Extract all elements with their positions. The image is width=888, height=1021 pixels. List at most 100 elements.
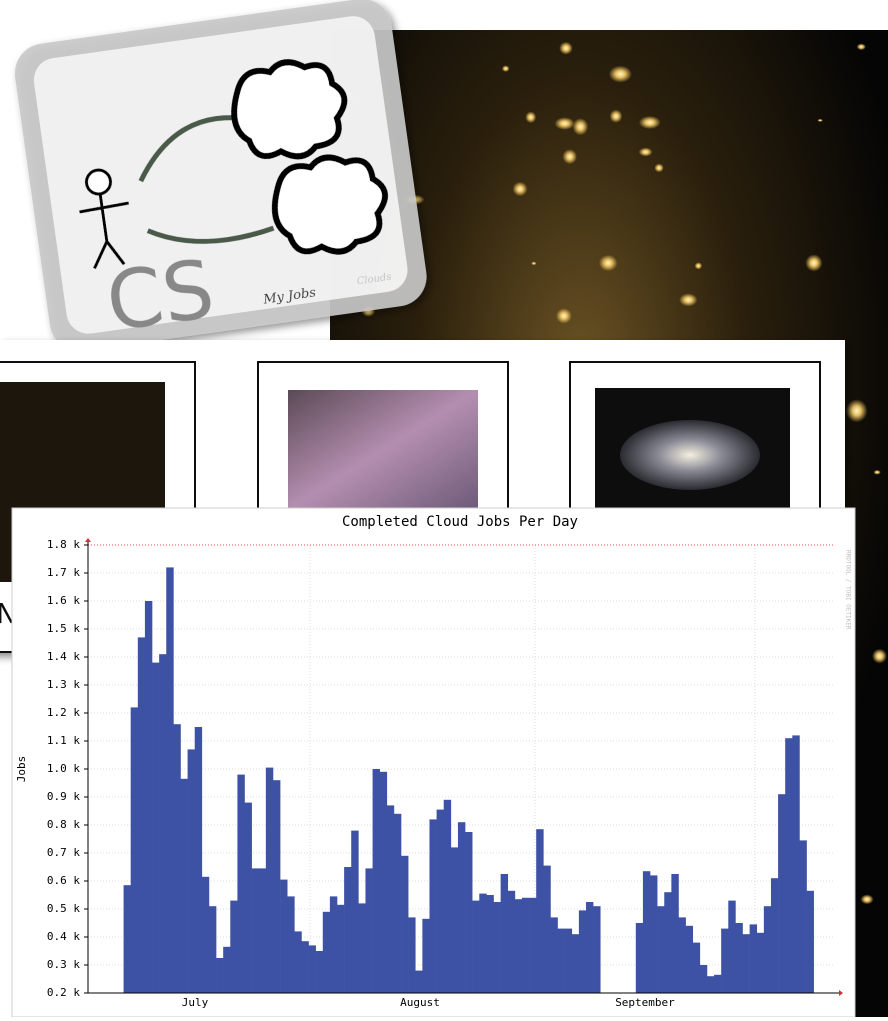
bar [272, 780, 281, 993]
bar [550, 917, 558, 993]
bar [500, 874, 509, 993]
bar [749, 924, 758, 993]
bar [401, 855, 409, 993]
bar [486, 895, 494, 993]
star [694, 262, 703, 270]
bar [706, 976, 715, 993]
bar [657, 906, 665, 993]
bar [251, 868, 260, 993]
arrow [146, 225, 275, 244]
axis-arrow [85, 538, 91, 542]
bar [123, 885, 131, 993]
y-tick-label: 1.8 k [47, 538, 80, 551]
y-tick-label: 1.3 k [47, 678, 80, 691]
star [805, 254, 823, 272]
star [856, 43, 866, 51]
arrow [138, 115, 233, 183]
cloud [231, 59, 348, 160]
watermark: RRDTOOL / TOBI OETIKER [845, 550, 852, 630]
bar [194, 727, 203, 993]
x-tick-label: July [182, 996, 209, 1009]
logo: CS My Jobs Clouds [14, 0, 427, 352]
bar [372, 769, 380, 993]
star [872, 648, 887, 664]
star [531, 261, 537, 266]
y-tick-label: 1.2 k [47, 706, 80, 719]
stick-head [84, 168, 112, 196]
bar [216, 958, 224, 993]
y-tick-label: 1.6 k [47, 594, 80, 607]
star [572, 118, 589, 136]
bar [294, 931, 302, 993]
bar [692, 942, 701, 993]
bar [578, 910, 587, 993]
y-tick-label: 1.0 k [47, 762, 80, 775]
bar [472, 900, 480, 993]
chart-title: Completed Cloud Jobs Per Day [342, 514, 578, 530]
bar [778, 794, 786, 993]
logo-caption: My Jobs [262, 285, 318, 307]
bar [379, 771, 388, 993]
bar [671, 874, 679, 993]
bar [329, 896, 338, 993]
star [608, 65, 632, 83]
bar [543, 865, 551, 993]
y-tick-label: 1.4 k [47, 650, 80, 663]
bar [386, 805, 395, 993]
star [525, 111, 537, 124]
bar [408, 917, 416, 993]
bar [258, 868, 267, 993]
logo-faint-caption: Clouds [356, 272, 392, 288]
bar [443, 799, 452, 993]
bar [493, 902, 501, 993]
y-tick-label: 1.5 k [47, 622, 80, 635]
bar [635, 923, 644, 993]
y-tick-label: 1.7 k [47, 566, 80, 579]
star [598, 254, 618, 272]
thumb-spiral-core [620, 420, 760, 490]
star [679, 293, 698, 307]
bar [315, 951, 324, 993]
bar [521, 897, 530, 993]
bar [137, 637, 146, 993]
bar [664, 892, 672, 993]
bar [237, 774, 245, 993]
bar [529, 897, 537, 993]
bar [322, 911, 331, 993]
bar [799, 840, 807, 993]
star [501, 65, 510, 72]
y-tick-label: 0.4 k [47, 930, 80, 943]
bar [763, 906, 772, 993]
cloud [271, 154, 388, 255]
bar [564, 928, 573, 993]
bar [714, 974, 722, 993]
bar [166, 567, 174, 993]
chart: Completed Cloud Jobs Per Day Jobs RRDTOO… [11, 507, 856, 1018]
bar [144, 601, 153, 993]
stick-body [79, 193, 129, 270]
bar [301, 941, 309, 993]
bar [244, 802, 252, 993]
bar [130, 707, 139, 993]
x-tick-label: August [400, 996, 440, 1009]
bar [223, 946, 231, 993]
bar [450, 847, 459, 993]
bar [287, 896, 295, 993]
bar [429, 819, 437, 993]
star [845, 399, 868, 423]
bar [422, 918, 430, 993]
star [554, 117, 575, 130]
x-tick-label: September [615, 996, 675, 1009]
bar [678, 917, 686, 993]
bar [770, 878, 779, 993]
star [860, 894, 874, 905]
bar [351, 830, 359, 993]
bar [457, 822, 466, 993]
bar [152, 662, 160, 993]
star [562, 149, 578, 165]
star [638, 147, 653, 157]
y-tick-label: 1.1 k [47, 734, 80, 747]
y-tick-label: 0.3 k [47, 958, 80, 971]
